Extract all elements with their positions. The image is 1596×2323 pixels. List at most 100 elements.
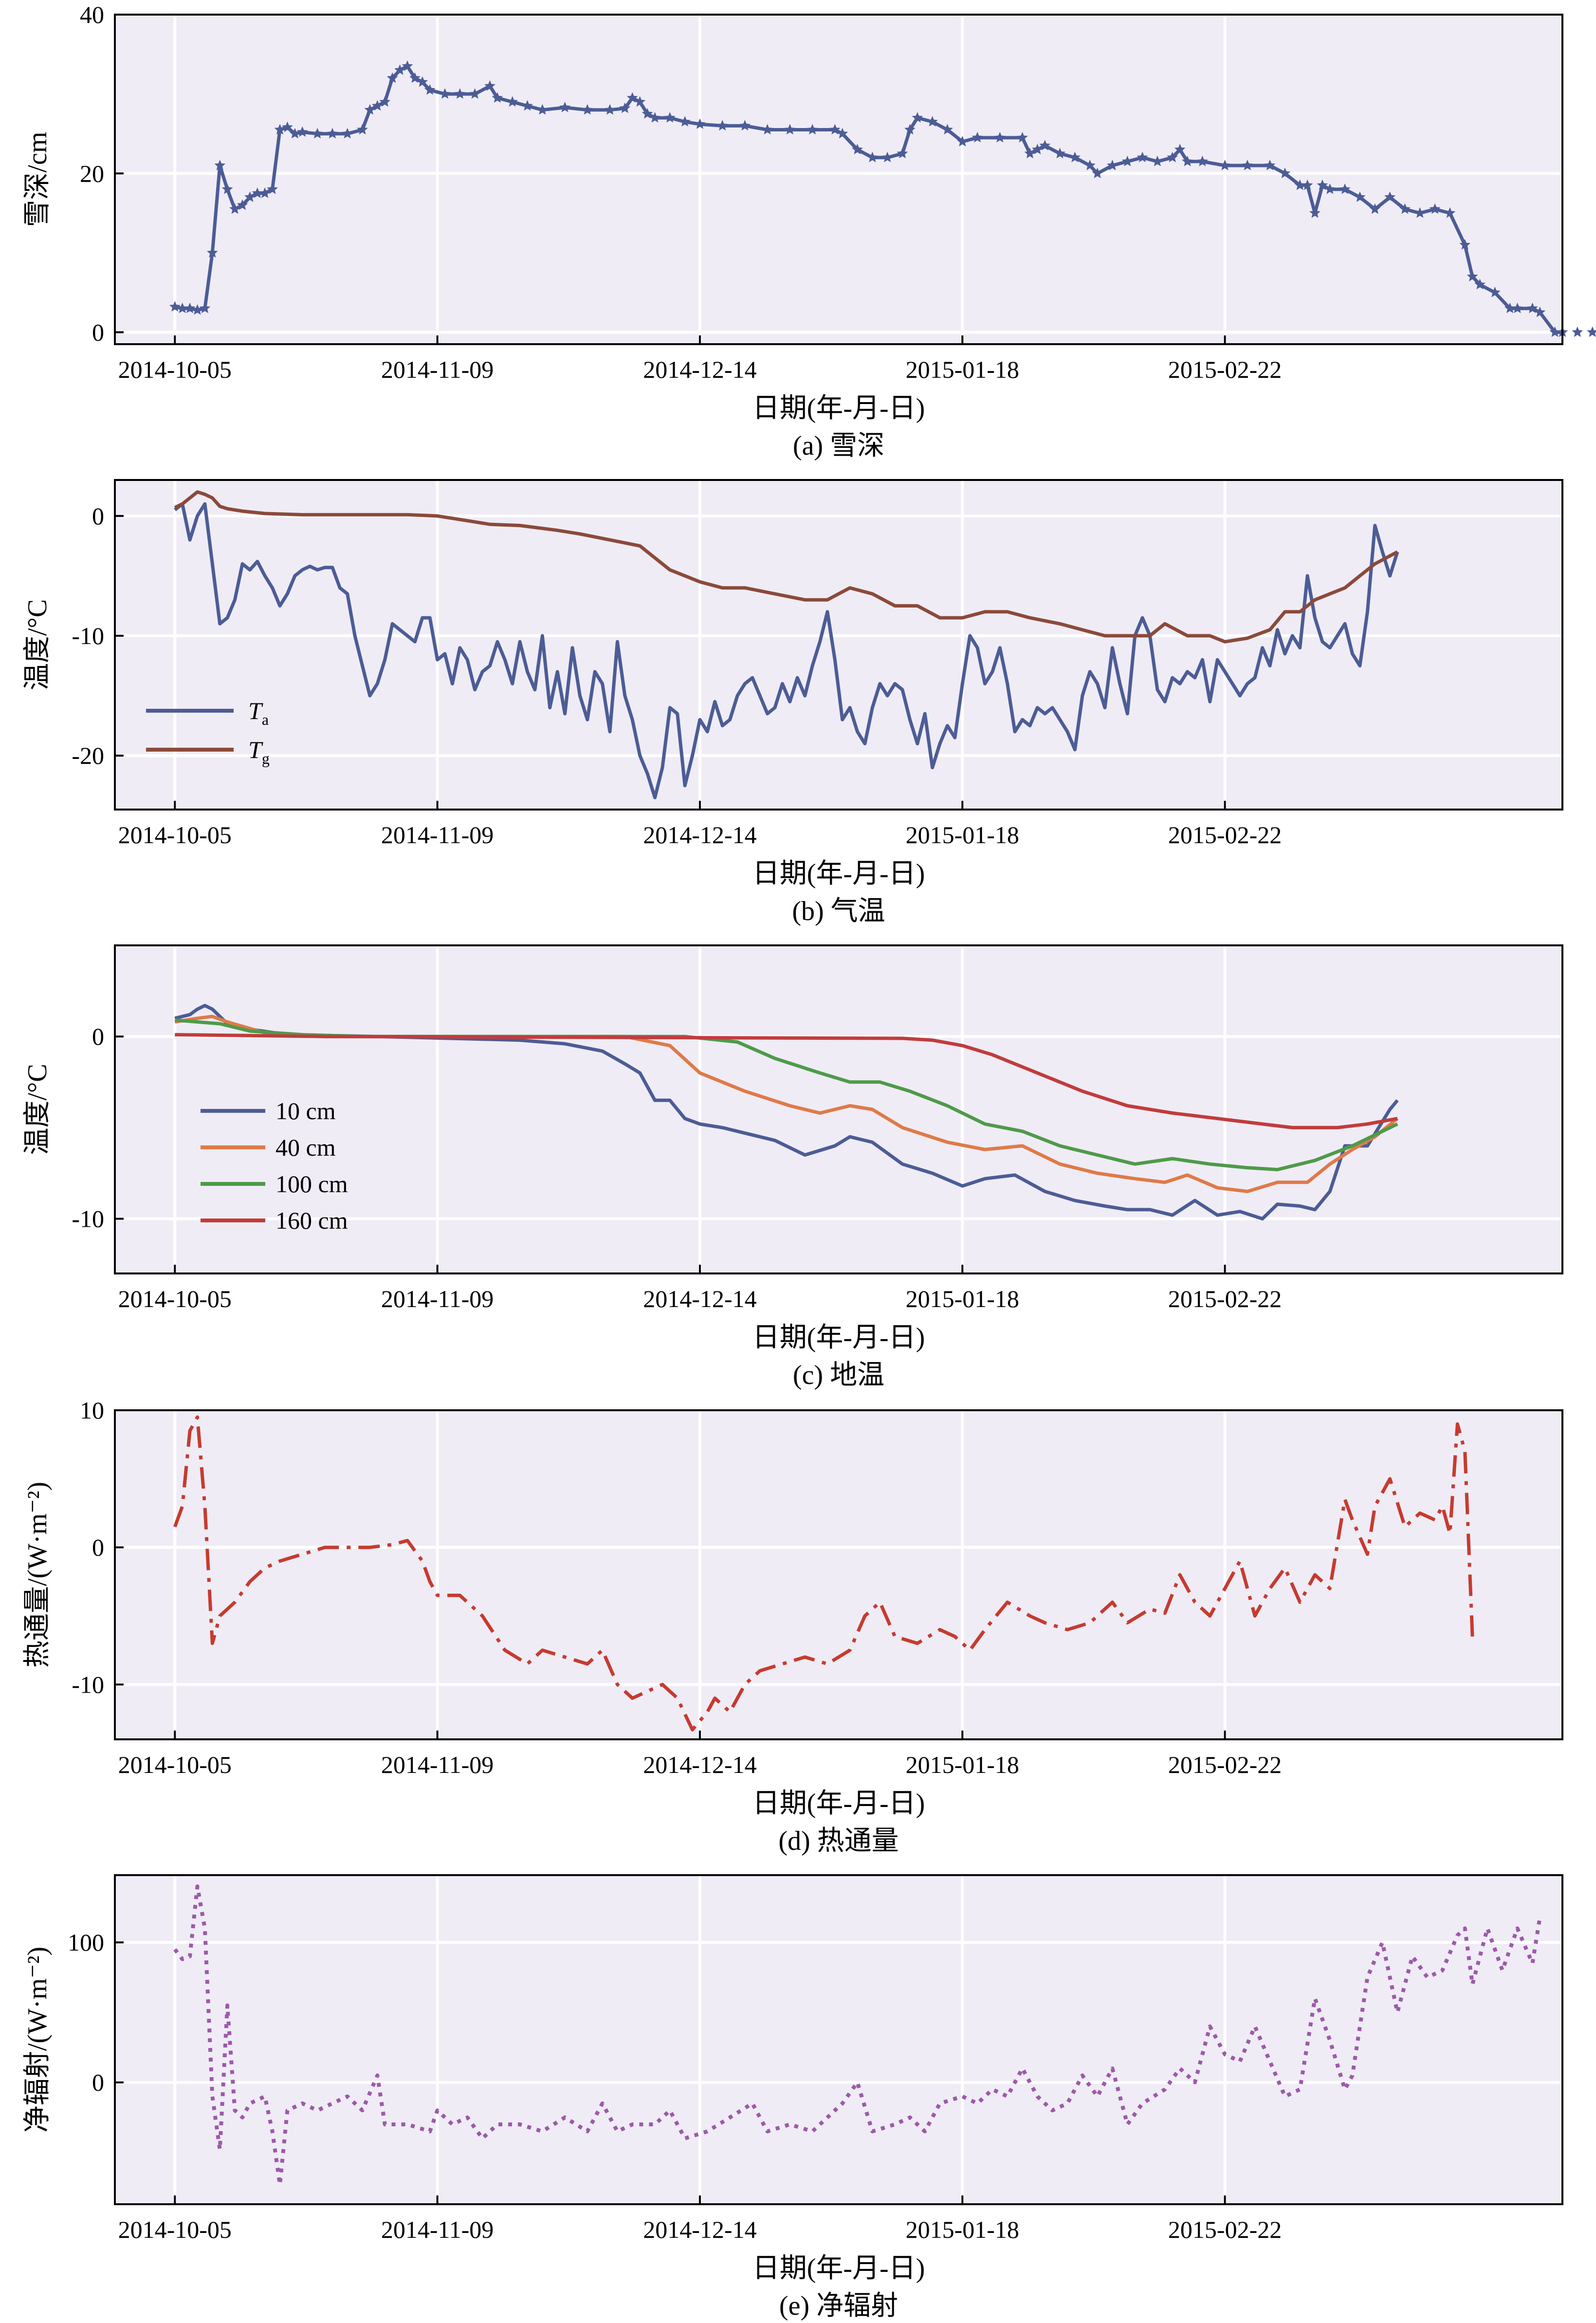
data-point [619, 102, 631, 113]
panel-caption: (d) 热通量 [778, 1826, 899, 1856]
series-line-160cm [175, 1033, 1398, 1129]
y-tick-label: -10 [72, 1671, 104, 1698]
data-point [762, 124, 773, 135]
data-point [904, 124, 916, 135]
data-point [1549, 326, 1560, 337]
data-point [394, 64, 405, 75]
plot-frame [114, 479, 1563, 811]
series-line-Tg [174, 490, 1398, 644]
data-point [327, 128, 338, 139]
data-point [1137, 151, 1148, 163]
x-tick-label: 2014-12-14 [643, 2216, 756, 2243]
data-point [1459, 239, 1471, 250]
legend-label: 160 cm [275, 1207, 348, 1234]
data-point [1039, 140, 1051, 150]
data-point [927, 116, 938, 127]
data-point [1302, 179, 1313, 190]
data-point [1504, 302, 1516, 313]
x-tick-label: 2014-11-09 [381, 1285, 494, 1312]
data-point [199, 302, 211, 313]
x-tick-label: 2014-12-14 [643, 1751, 756, 1778]
data-point [282, 121, 293, 132]
data-point [364, 104, 376, 115]
data-point [371, 100, 383, 111]
data-point [1467, 271, 1478, 281]
x-tick-label: 2014-11-09 [381, 356, 494, 383]
data-point [866, 151, 878, 163]
data-point [972, 131, 983, 143]
data-point [402, 60, 413, 71]
y-axis-label: 雪深/cm [22, 132, 53, 227]
data-point [296, 126, 308, 137]
y-tick-label: 10 [80, 1397, 104, 1424]
x-axis-label: 日期(年-月-日) [752, 393, 925, 424]
x-tick-label: 2015-01-18 [906, 2216, 1019, 2243]
data-point [852, 144, 863, 154]
legend-label: 10 cm [275, 1097, 336, 1125]
x-tick-label: 2014-12-14 [643, 821, 756, 848]
y-tick-label: 0 [92, 1023, 104, 1050]
y-axis-label: 热通量/(W·m⁻²) [22, 1482, 53, 1668]
panel-caption: (b) 气温 [792, 896, 885, 926]
data-point [1399, 203, 1411, 214]
data-point [342, 128, 353, 139]
data-point [1339, 183, 1351, 194]
y-tick-label: -20 [72, 742, 104, 769]
data-point [267, 183, 278, 194]
data-point [1414, 207, 1426, 218]
x-axis-label: 日期(年-月-日) [752, 1788, 925, 1819]
plot-frame [114, 14, 1563, 345]
data-point [206, 247, 218, 258]
x-tick-label: 2015-02-22 [1168, 1751, 1282, 1778]
data-point [1167, 151, 1178, 163]
x-tick-label: 2015-01-18 [906, 821, 1019, 848]
data-point [1474, 278, 1486, 290]
data-point [1489, 287, 1501, 297]
plot-frame [114, 1409, 1563, 1740]
x-tick-label: 2015-01-18 [906, 1751, 1019, 1778]
data-point [942, 124, 953, 135]
plot-background [115, 15, 1562, 344]
y-tick-label: 40 [80, 1, 104, 28]
panel-c: 2014-10-05 2014-11-09 2014-12-14 2015-01-18… [22, 944, 1563, 1390]
data-point [739, 120, 751, 131]
y-tick-label: 0 [92, 319, 104, 346]
data-point [1587, 326, 1596, 337]
data-point [386, 72, 398, 83]
data-point [259, 187, 271, 198]
data-point [424, 84, 436, 95]
data-point [1369, 203, 1381, 214]
y-axis-label: 温度/°C [22, 599, 53, 690]
data-point [522, 100, 533, 111]
x-tick-label: 2014-11-09 [381, 2216, 494, 2243]
plot-background [115, 480, 1562, 810]
data-point [1069, 151, 1081, 163]
data-point [1121, 155, 1133, 166]
plot-frame [114, 1874, 1563, 2205]
data-point [289, 128, 301, 139]
data-point [1309, 207, 1321, 218]
panel-caption: (c) 地温 [793, 1360, 884, 1390]
data-point [507, 96, 518, 107]
data-point [881, 151, 893, 163]
panel-caption: (a) 雪深 [793, 431, 884, 461]
data-point [1324, 183, 1336, 194]
data-point [1017, 131, 1028, 143]
data-point [1092, 167, 1103, 178]
data-point [439, 88, 451, 99]
series-line [173, 1415, 1474, 1732]
data-point [1354, 191, 1366, 202]
y-tick-label: 0 [92, 2069, 104, 2096]
data-point [664, 112, 676, 123]
data-point [716, 120, 728, 131]
data-point [1174, 144, 1186, 154]
x-tick-label: 2014-11-09 [381, 1751, 494, 1778]
x-tick-label: 2014-10-05 [118, 356, 232, 383]
data-point [1317, 179, 1328, 190]
y-tick-label: 0 [92, 502, 104, 530]
data-point [274, 124, 286, 135]
x-tick-label: 2014-10-05 [118, 821, 232, 848]
x-axis-label: 日期(年-月-日) [752, 2253, 925, 2284]
data-point [784, 124, 796, 135]
data-point [829, 124, 841, 135]
